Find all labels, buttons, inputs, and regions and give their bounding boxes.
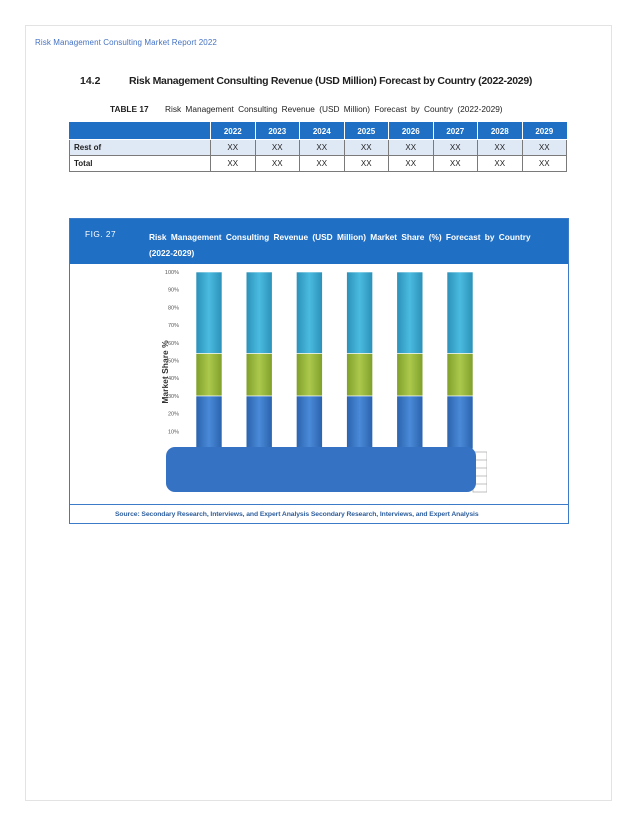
y-tick-label: 70% — [168, 323, 179, 329]
table-caption: Risk Management Consulting Revenue (USD … — [165, 104, 503, 114]
y-tick-label: 60% — [168, 341, 179, 347]
table-label: TABLE 17 — [110, 104, 149, 114]
bar-segment — [346, 395, 373, 450]
y-tick-label: 100% — [165, 270, 179, 276]
figure-title-band: FIG. 27 Risk Management Consulting Reven… — [70, 219, 568, 264]
figure-source: Source: Secondary Research, Interviews, … — [115, 511, 479, 518]
figure-caption: Risk Management Consulting Revenue (USD … — [149, 232, 531, 258]
column-header: 2023 — [254, 122, 300, 140]
table-row: Total XX XX XX XX XX XX XX XX — [69, 155, 567, 172]
table-cell: XX — [299, 155, 345, 172]
base-platform — [166, 447, 488, 493]
bar-segment — [396, 395, 424, 450]
table-cell: XX — [210, 155, 256, 172]
bar-segment — [195, 395, 223, 450]
figure-box: FIG. 27 Risk Management Consulting Reven… — [69, 218, 569, 524]
y-tick-label: 20% — [168, 412, 179, 418]
y-tick-label: 40% — [168, 376, 179, 382]
table-cell: XX — [432, 155, 478, 172]
y-tick-label: 50% — [168, 359, 179, 365]
bar-segment — [296, 395, 323, 450]
column-header: 2025 — [343, 122, 389, 140]
section-number: 14.2 — [80, 75, 101, 87]
section-title: Risk Management Consulting Revenue (USD … — [129, 75, 533, 87]
row-label: Rest of — [69, 139, 211, 156]
figure-label: FIG. 27 — [85, 229, 117, 239]
bar-segment — [396, 353, 424, 397]
y-tick-label: 30% — [168, 394, 179, 400]
y-tick-label: 80% — [168, 305, 179, 311]
table-cell: XX — [432, 139, 478, 156]
table-cell: XX — [343, 139, 389, 156]
bar-segment — [396, 271, 424, 354]
table-header-row: 2022 2023 2024 2025 2026 2027 2028 2029 — [69, 122, 567, 140]
table-cell: XX — [521, 139, 567, 156]
bar-segment — [245, 271, 273, 354]
table-row: Rest of XX XX XX XX XX XX XX XX — [69, 139, 567, 156]
bar-segment — [195, 353, 223, 397]
bar-segment — [446, 353, 474, 397]
bar-segment — [296, 353, 323, 397]
bar-segment — [245, 395, 273, 450]
column-header: 2029 — [521, 122, 567, 140]
bar-segment — [195, 271, 223, 354]
bar-segment — [446, 271, 474, 354]
column-header — [69, 122, 211, 140]
y-tick-label: 10% — [168, 429, 179, 435]
table-cell: XX — [521, 155, 567, 172]
table-cell: XX — [254, 155, 300, 172]
running-header: Risk Management Consulting Market Report… — [35, 38, 217, 47]
column-header: 2027 — [432, 122, 478, 140]
table-cell: XX — [210, 139, 256, 156]
table-cell: XX — [388, 155, 434, 172]
page-frame — [25, 25, 612, 801]
column-header: 2024 — [299, 122, 345, 140]
column-header: 2022 — [210, 122, 256, 140]
table-cell: XX — [254, 139, 300, 156]
column-header: 2028 — [477, 122, 523, 140]
y-axis-label: Market Share % — [160, 340, 170, 404]
stacked-bar-chart: 10% 20% 30% 40% 50% 60% 70% 80% 90% 100% Market S… — [160, 270, 488, 493]
bar-segment — [245, 353, 273, 397]
bar-segment — [446, 395, 474, 450]
table-cell: XX — [388, 139, 434, 156]
table-cell: XX — [343, 155, 389, 172]
chart-area: 10% 20% 30% 40% 50% 60% 70% 80% 90% 100% Market S… — [155, 264, 488, 504]
column-header: 2026 — [388, 122, 434, 140]
row-label: Total — [69, 155, 211, 172]
source-divider — [70, 504, 568, 505]
table-cell: XX — [477, 139, 523, 156]
bar-segment — [346, 271, 373, 354]
bar-segment — [346, 353, 373, 397]
table-cell: XX — [477, 155, 523, 172]
bar-segment — [296, 271, 323, 354]
forecast-table: 2022 2023 2024 2025 2026 2027 2028 2029 … — [69, 122, 567, 172]
y-tick-label: 90% — [168, 288, 179, 294]
table-cell: XX — [299, 139, 345, 156]
